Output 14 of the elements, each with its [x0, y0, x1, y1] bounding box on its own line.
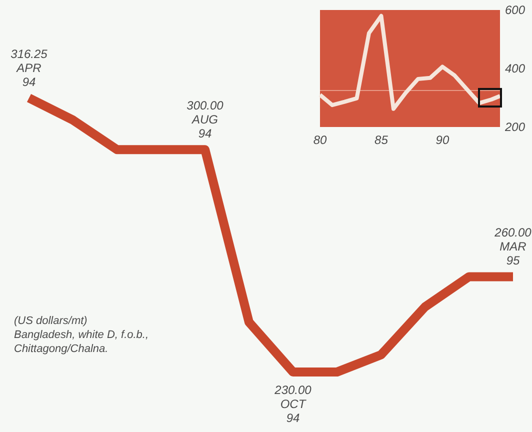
line-series [318, 14, 502, 111]
data-label: 316.25 APR 94 [10, 47, 48, 89]
annotation: (US dollars/mt) [14, 315, 88, 327]
data-label: 300.00 AUG 94 [186, 98, 224, 141]
annotation: Bangladesh, white D, f.o.b., [14, 329, 149, 341]
x-tick-label: 85 [374, 133, 388, 147]
data-label: 230.00 OCT 94 [274, 383, 312, 425]
x-tick-label: 90 [436, 133, 450, 147]
x-tick-label: 80 [313, 133, 327, 147]
y-tick-label: 200 [504, 120, 526, 134]
data-label: 260.00 MAR 95 [494, 226, 532, 268]
y-tick-label: 600 [505, 3, 526, 17]
annotation: Chittagong/Chalna. [14, 343, 108, 355]
y-tick-label: 400 [505, 62, 526, 76]
